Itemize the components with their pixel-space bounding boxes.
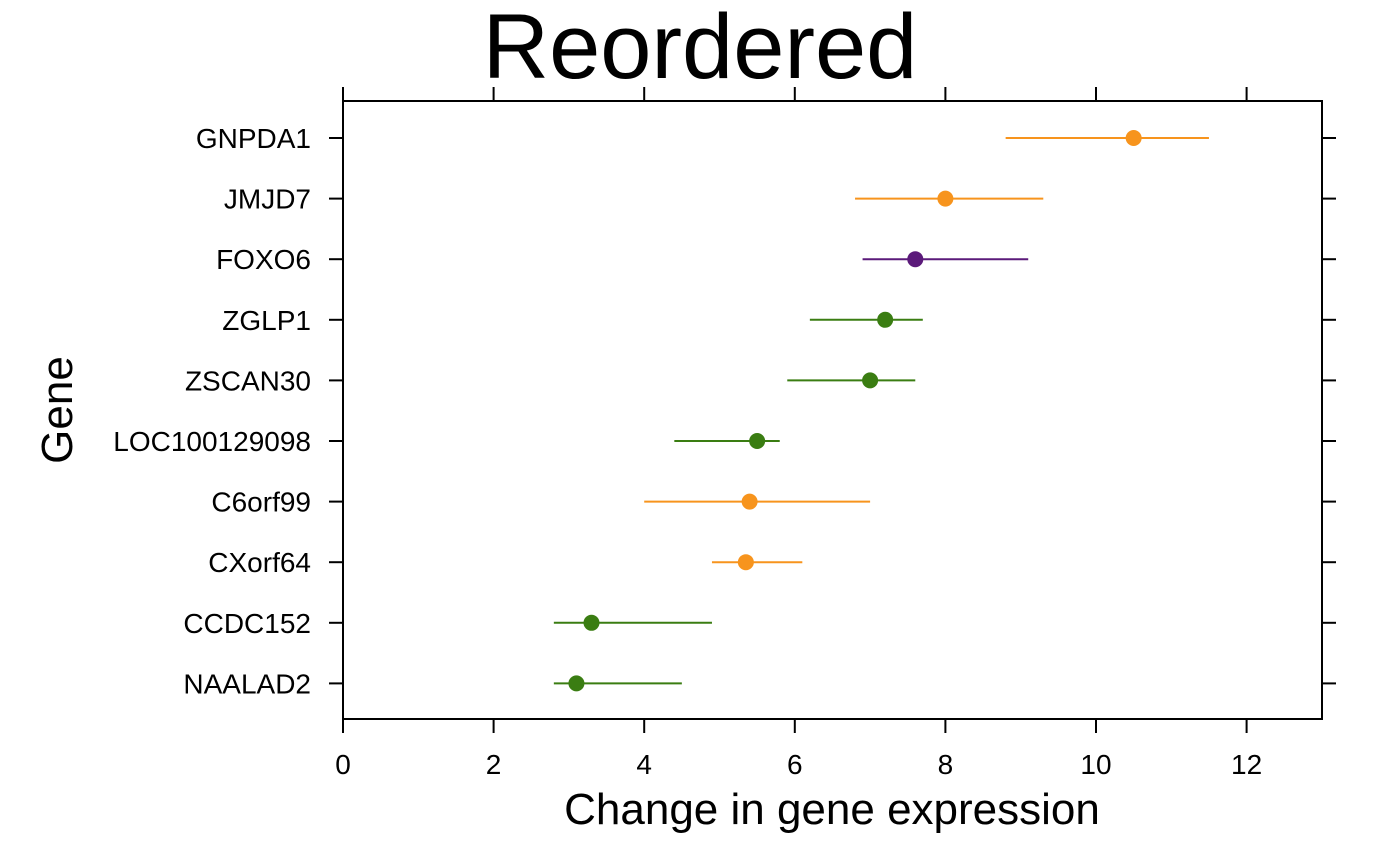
- y-category-label: JMJD7: [224, 184, 311, 215]
- y-category-label: CCDC152: [183, 608, 311, 639]
- chart-title: Reordered: [483, 0, 918, 98]
- y-axis: GNPDA1 JMJD7 FOXO6 ZGLP1 ZSCAN30 LOC100129098…: [113, 123, 1336, 699]
- data-point: [583, 614, 600, 631]
- y-category-label: CXorf64: [208, 547, 311, 578]
- x-tick-label: 8: [938, 749, 954, 780]
- data-point: [907, 251, 924, 268]
- x-axis: 0 2 4 6 8 10 12: [335, 87, 1262, 780]
- x-tick-label: 6: [787, 749, 803, 780]
- y-category-label: ZSCAN30: [185, 365, 311, 396]
- y-category-label: LOC100129098: [113, 426, 311, 457]
- x-tick-label: 0: [335, 749, 351, 780]
- data-marks: [553, 130, 1209, 692]
- x-tick-label: 4: [636, 749, 652, 780]
- y-category-label: C6orf99: [211, 487, 311, 518]
- data-point: [937, 190, 954, 207]
- x-tick-label: 2: [486, 749, 502, 780]
- data-point: [737, 554, 754, 571]
- y-category-label: FOXO6: [216, 244, 311, 275]
- x-tick-label: 10: [1080, 749, 1111, 780]
- data-point: [741, 493, 758, 510]
- data-point: [749, 433, 766, 449]
- y-category-label: ZGLP1: [222, 305, 311, 336]
- y-axis-label: Gene: [33, 356, 82, 464]
- data-point: [1125, 130, 1142, 146]
- x-tick-label: 12: [1231, 749, 1262, 780]
- y-category-label: GNPDA1: [196, 123, 311, 154]
- data-point: [568, 675, 585, 692]
- x-axis-label: Change in gene expression: [564, 785, 1100, 834]
- data-point: [877, 311, 894, 328]
- y-category-label: NAALAD2: [183, 668, 311, 699]
- plot-frame: [342, 100, 1323, 720]
- data-point: [862, 372, 879, 389]
